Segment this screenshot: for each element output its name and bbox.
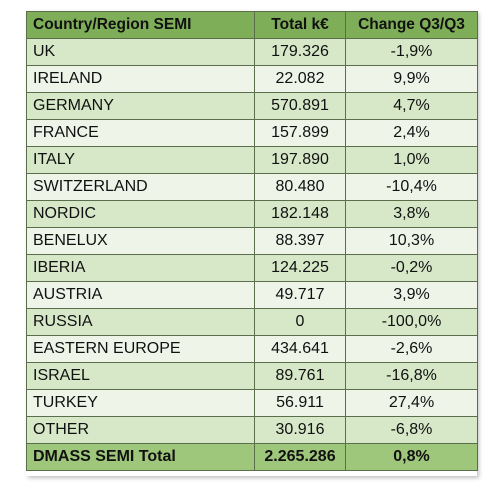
region-cell: AUSTRIA — [26, 281, 255, 309]
total-row: DMASS SEMI Total 2.265.286 0,8% — [26, 443, 478, 471]
table-row: OTHER 30.916 -6,8% — [26, 416, 478, 444]
region-cell: TURKEY — [26, 389, 255, 417]
region-cell: ITALY — [26, 146, 255, 174]
change-cell: 4,7% — [345, 92, 478, 120]
table-row: GERMANY 570.891 4,7% — [26, 92, 478, 120]
total-cell: 124.225 — [254, 254, 346, 282]
table-row: ITALY 197.890 1,0% — [26, 146, 478, 174]
total-cell: 22.082 — [254, 65, 346, 93]
change-cell: -100,0% — [345, 308, 478, 336]
total-cell: 89.761 — [254, 362, 346, 390]
region-cell: SWITZERLAND — [26, 173, 255, 201]
total-cell: 88.397 — [254, 227, 346, 255]
column-header-total: Total k€ — [254, 11, 346, 39]
table-body: UK 179.326 -1,9% IRELAND 22.082 9,9% GERMANY 57… — [26, 38, 478, 471]
region-cell: FRANCE — [26, 119, 255, 147]
sales-by-region-table: Country/Region SEMI Total k€ Change Q3/Q… — [26, 11, 478, 471]
region-cell: NORDIC — [26, 200, 255, 228]
total-cell: 80.480 — [254, 173, 346, 201]
column-header-region: Country/Region SEMI — [26, 11, 255, 39]
total-cell: 0 — [254, 308, 346, 336]
change-cell: -0,2% — [345, 254, 478, 282]
change-cell: -6,8% — [345, 416, 478, 444]
region-cell: RUSSIA — [26, 308, 255, 336]
total-cell: 434.641 — [254, 335, 346, 363]
region-cell: IBERIA — [26, 254, 255, 282]
total-label-cell: DMASS SEMI Total — [26, 443, 255, 471]
table-row: EASTERN EUROPE 434.641 -2,6% — [26, 335, 478, 363]
region-cell: UK — [26, 38, 255, 66]
total-cell: 570.891 — [254, 92, 346, 120]
total-cell: 30.916 — [254, 416, 346, 444]
table-row: UK 179.326 -1,9% — [26, 38, 478, 66]
table-row: IBERIA 124.225 -0,2% — [26, 254, 478, 282]
change-cell: -16,8% — [345, 362, 478, 390]
table-row: ISRAEL 89.761 -16,8% — [26, 362, 478, 390]
table-row: BENELUX 88.397 10,3% — [26, 227, 478, 255]
total-cell: 56.911 — [254, 389, 346, 417]
table-row: RUSSIA 0 -100,0% — [26, 308, 478, 336]
table-row: IRELAND 22.082 9,9% — [26, 65, 478, 93]
total-change-cell: 0,8% — [345, 443, 478, 471]
change-cell: -10,4% — [345, 173, 478, 201]
region-cell: EASTERN EUROPE — [26, 335, 255, 363]
total-value-cell: 2.265.286 — [254, 443, 346, 471]
region-cell: OTHER — [26, 416, 255, 444]
table-row: AUSTRIA 49.717 3,9% — [26, 281, 478, 309]
change-cell: -2,6% — [345, 335, 478, 363]
region-cell: BENELUX — [26, 227, 255, 255]
total-cell: 182.148 — [254, 200, 346, 228]
region-cell: ISRAEL — [26, 362, 255, 390]
total-cell: 157.899 — [254, 119, 346, 147]
change-cell: 10,3% — [345, 227, 478, 255]
column-header-change: Change Q3/Q3 — [345, 11, 478, 39]
total-cell: 197.890 — [254, 146, 346, 174]
change-cell: -1,9% — [345, 38, 478, 66]
change-cell: 9,9% — [345, 65, 478, 93]
table-row: SWITZERLAND 80.480 -10,4% — [26, 173, 478, 201]
table-row: NORDIC 182.148 3,8% — [26, 200, 478, 228]
table-row: TURKEY 56.911 27,4% — [26, 389, 478, 417]
total-cell: 49.717 — [254, 281, 346, 309]
change-cell: 1,0% — [345, 146, 478, 174]
change-cell: 3,9% — [345, 281, 478, 309]
sales-table-container: Country/Region SEMI Total k€ Change Q3/Q… — [26, 11, 478, 476]
change-cell: 27,4% — [345, 389, 478, 417]
table-header-row: Country/Region SEMI Total k€ Change Q3/Q… — [26, 11, 478, 39]
total-cell: 179.326 — [254, 38, 346, 66]
region-cell: GERMANY — [26, 92, 255, 120]
change-cell: 3,8% — [345, 200, 478, 228]
region-cell: IRELAND — [26, 65, 255, 93]
table-row: FRANCE 157.899 2,4% — [26, 119, 478, 147]
change-cell: 2,4% — [345, 119, 478, 147]
